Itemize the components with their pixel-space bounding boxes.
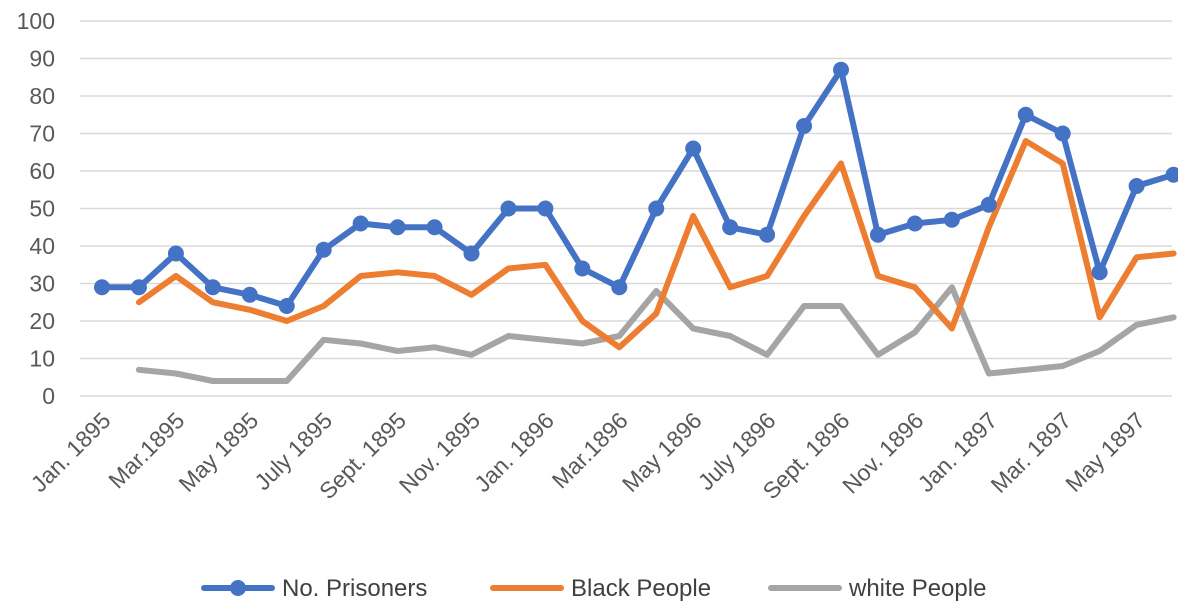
data-point <box>833 61 849 78</box>
data-point <box>759 226 776 243</box>
legend-label: white People <box>848 575 986 602</box>
data-point <box>94 279 110 296</box>
data-point <box>426 219 443 236</box>
y-tick-label: 20 <box>29 308 55 334</box>
x-tick-label: May 1895 <box>174 407 264 497</box>
series-white-people <box>135 284 1177 384</box>
y-tick-label: 30 <box>29 271 55 297</box>
y-tick-label: 80 <box>29 83 55 109</box>
data-point <box>796 118 813 134</box>
data-point <box>315 241 332 258</box>
data-point <box>537 200 554 217</box>
x-tick-label: Nov. 1896 <box>837 407 928 498</box>
y-tick-label: 50 <box>29 196 55 222</box>
legend-label: Black People <box>571 575 711 602</box>
series-lines <box>94 61 1178 384</box>
data-point <box>980 196 997 213</box>
y-tick-label: 10 <box>29 346 55 372</box>
data-point <box>943 211 960 228</box>
data-point <box>463 245 480 262</box>
data-point <box>1128 178 1145 194</box>
data-point <box>130 279 147 296</box>
data-point <box>241 286 258 303</box>
data-point <box>352 215 369 232</box>
y-axis-ticks: 0 10 20 30 40 50 60 70 80 90 100 <box>17 8 55 409</box>
data-point <box>685 140 702 157</box>
legend-marker <box>230 580 246 596</box>
y-tick-label: 70 <box>29 121 55 147</box>
data-point <box>574 260 591 277</box>
x-tick-label: Jan. 1895 <box>26 407 116 497</box>
data-point <box>278 298 295 314</box>
legend-item: No. Prisoners <box>201 575 427 602</box>
y-tick-label: 100 <box>17 8 55 34</box>
y-tick-label: 60 <box>29 158 55 184</box>
x-tick-label: Jan. 1896 <box>469 407 559 497</box>
data-point <box>906 215 923 232</box>
x-tick-label: May 1896 <box>617 407 707 497</box>
series-no-prisoners <box>94 61 1178 314</box>
data-point <box>1054 125 1071 142</box>
series-line <box>99 66 1177 309</box>
legend-item: white People <box>768 575 986 602</box>
y-tick-label: 0 <box>42 383 55 409</box>
legend-label: No. Prisoners <box>282 575 427 602</box>
data-point <box>611 279 628 296</box>
data-point <box>389 219 406 236</box>
data-point <box>1165 166 1178 183</box>
y-tick-label: 40 <box>29 233 55 259</box>
data-point <box>1091 264 1108 281</box>
series-line <box>135 284 1177 384</box>
data-point <box>722 219 739 236</box>
legend-item: Black People <box>490 575 711 602</box>
x-tick-label: Nov. 1895 <box>394 407 485 498</box>
data-point <box>869 226 886 243</box>
series-black-people <box>135 138 1177 351</box>
data-point <box>167 245 184 262</box>
data-point <box>500 200 517 217</box>
gridlines <box>80 20 1172 397</box>
x-tick-label: Mar. 1897 <box>986 407 1077 498</box>
y-tick-label: 90 <box>29 46 55 72</box>
data-point <box>648 200 665 217</box>
x-tick-label: May 1897 <box>1060 407 1150 497</box>
data-point <box>1017 106 1034 123</box>
series-line <box>135 138 1177 351</box>
data-point <box>204 279 221 296</box>
legend: No. Prisoners Black People white People <box>201 575 986 602</box>
